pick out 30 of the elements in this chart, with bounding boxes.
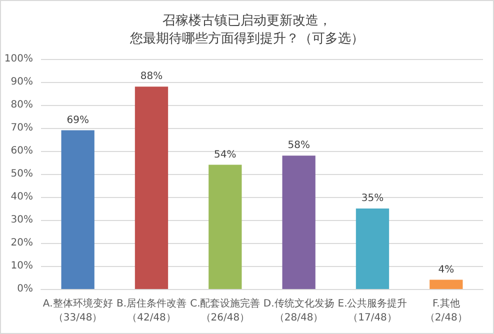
y-tick-label: 90% — [10, 76, 33, 88]
bar — [430, 280, 463, 289]
data-label: 4% — [438, 264, 454, 276]
y-tick-label: 80% — [10, 100, 33, 110]
x-tick-label: A.整体环境变好（33/48） — [42, 298, 113, 324]
bar — [282, 156, 316, 289]
bar — [134, 86, 168, 289]
y-tick-label: 70% — [10, 122, 33, 134]
x-tick-label: F.其他（2/48） — [424, 298, 468, 324]
y-tick-label: 50% — [10, 168, 33, 180]
y-tick-label: 30% — [10, 214, 33, 226]
data-label: 69% — [66, 114, 89, 126]
data-label: 54% — [214, 149, 236, 160]
y-tick-label: 100% — [4, 54, 33, 64]
data-label: 88% — [140, 71, 163, 82]
bar — [356, 208, 390, 289]
y-tick-label: 20% — [10, 238, 33, 248]
y-tick-label: 0% — [17, 284, 33, 294]
data-label: 35% — [361, 193, 384, 204]
y-tick-label: 10% — [10, 260, 33, 272]
bar — [208, 164, 242, 289]
y-tick-label: 60% — [10, 146, 33, 156]
x-tick-label: C.配套设施完善（26/48） — [190, 298, 260, 324]
x-tick-label: D.传统文化发扬（28/48） — [263, 298, 334, 324]
data-label: 58% — [288, 140, 310, 152]
x-tick-label: B.居住条件改善（42/48） — [116, 298, 187, 324]
x-tick-label: E.公共服务提升（17/48） — [338, 298, 408, 324]
bar — [61, 130, 94, 289]
chart-title: 召稼楼古镇已启动更新改造，您最期待哪些方面得到提升？（可多选） — [129, 12, 364, 46]
y-tick-label: 40% — [10, 192, 33, 202]
